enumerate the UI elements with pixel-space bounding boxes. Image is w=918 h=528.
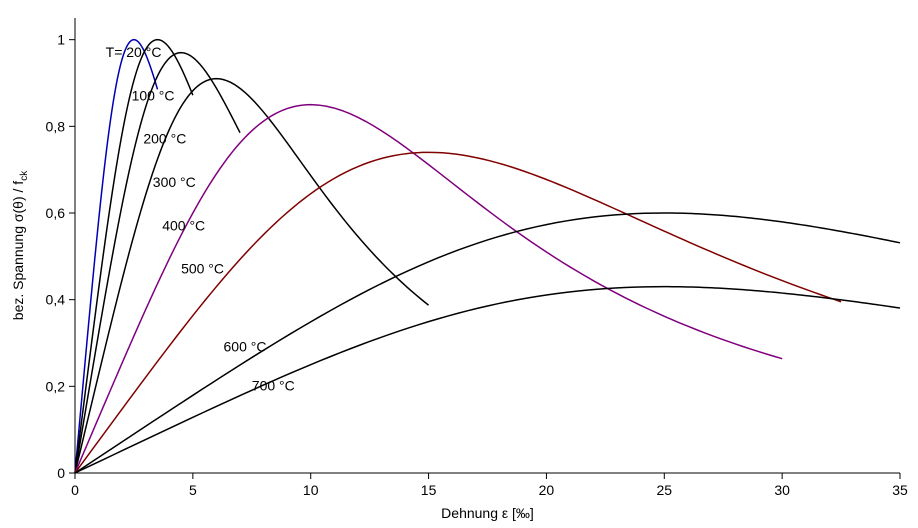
series-label: 700 °C: [252, 378, 295, 394]
x-tick-label: 0: [71, 482, 79, 498]
y-tick-label: 0,2: [46, 378, 66, 394]
y-tick-label: 0: [57, 465, 65, 481]
y-tick-label: 0,6: [46, 205, 66, 221]
x-tick-label: 10: [303, 482, 319, 498]
series-label: 100 °C: [132, 87, 175, 103]
stress-strain-chart: 0 5 10 15 20 25 30 35 0 0,2 0,4 0,6 0,8 1 Dehnung ε [‰…: [0, 0, 918, 528]
series-label: 600 °C: [224, 339, 267, 355]
x-tick-label: 30: [774, 482, 790, 498]
x-tick-label: 25: [656, 482, 672, 498]
x-axis-title: Dehnung ε [‰]: [441, 505, 534, 521]
y-tick-label: 0,4: [46, 292, 66, 308]
y-tick-label: 0,8: [46, 118, 66, 134]
series-label: 500 °C: [181, 261, 224, 277]
y-tick-label: 1: [57, 32, 65, 48]
series-label: 400 °C: [162, 217, 205, 233]
x-tick-label: 20: [539, 482, 555, 498]
series-label: T= 20 °C: [106, 44, 162, 60]
series-label: 300 °C: [153, 174, 196, 190]
x-tick-label: 35: [892, 482, 908, 498]
x-tick-label: 5: [189, 482, 197, 498]
x-tick-label: 15: [421, 482, 437, 498]
